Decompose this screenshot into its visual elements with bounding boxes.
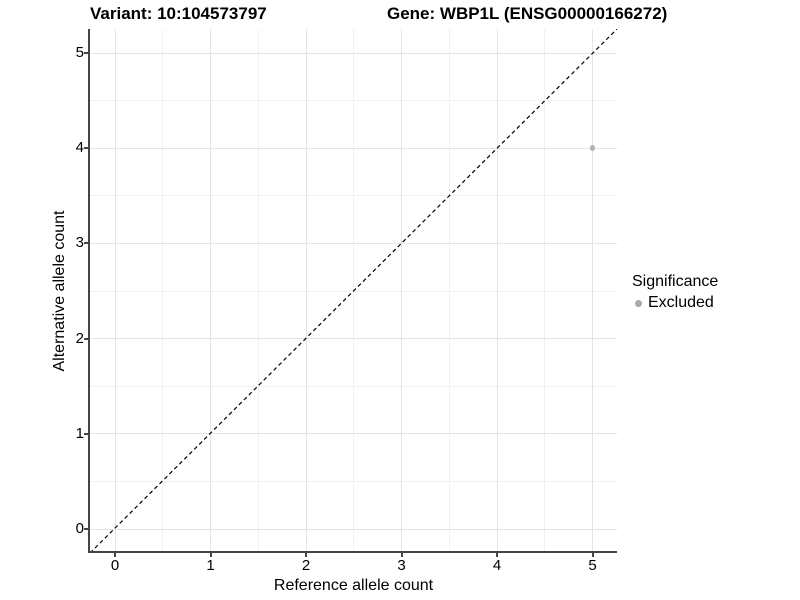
gridline-major-vertical [592,29,593,553]
gridline-major-horizontal [90,52,617,54]
gridline-major-vertical [496,29,498,553]
x-tick-label: 2 [301,557,311,574]
y-axis-tick [84,432,88,435]
x-tick-label: 3 [397,557,406,574]
y-axis-tick [84,337,88,340]
gridline-major-horizontal [90,147,617,149]
legend-entries: Excluded [629,294,718,312]
y-axis-tick [84,242,88,245]
gridline-major-horizontal [90,433,617,435]
x-axis-tick [400,553,403,557]
gridline-major-vertical [305,29,307,553]
x-tick-label: 4 [492,557,502,574]
x-axis-tick [496,553,498,557]
x-axis-title: Reference allele count [273,577,434,594]
plot-panel [90,29,617,553]
gridline-major-vertical [210,29,211,553]
y-tick-label: 0 [75,520,84,537]
y-axis-line [88,29,90,553]
legend: Significance Excluded [629,273,718,312]
gridline-minor-horizontal [90,195,617,197]
x-axis-line [88,551,617,553]
x-axis-tick [305,553,307,557]
legend-entry: Excluded [629,294,718,312]
plot-title-variant: Variant: 10:104573797 [90,4,267,23]
y-tick-label: 5 [75,44,84,61]
gridline-major-vertical [114,29,116,553]
y-axis-tick [84,528,88,530]
x-axis-tick [591,553,594,557]
gridline-minor-horizontal [90,385,617,387]
x-axis-tick [114,553,116,557]
y-tick-label: 3 [75,234,84,252]
plot-title-gene: Gene: WBP1L (ENSG00000166272) [387,4,668,23]
x-tick-label: 5 [588,557,597,574]
x-tick-label: 0 [110,557,120,574]
gridline-major-horizontal [90,338,617,340]
gridline-minor-horizontal [90,480,617,482]
legend-key-point-icon [635,299,642,307]
gridline-major-horizontal [90,528,617,530]
x-axis-tick [209,553,212,557]
y-tick-label: 1 [75,424,84,442]
legend-entry-label: Excluded [648,294,714,311]
y-tick-label: 4 [75,139,84,157]
legend-title: Significance [632,273,719,290]
gridline-minor-horizontal [90,100,617,102]
x-tick-label: 1 [206,557,215,574]
gridline-major-vertical [401,29,402,553]
y-tick-label: 2 [75,329,84,347]
data-point [589,145,596,151]
gridline-major-horizontal [90,242,617,244]
y-axis-tick [84,52,88,54]
y-axis-tick [84,147,88,150]
identity-line [90,29,617,553]
